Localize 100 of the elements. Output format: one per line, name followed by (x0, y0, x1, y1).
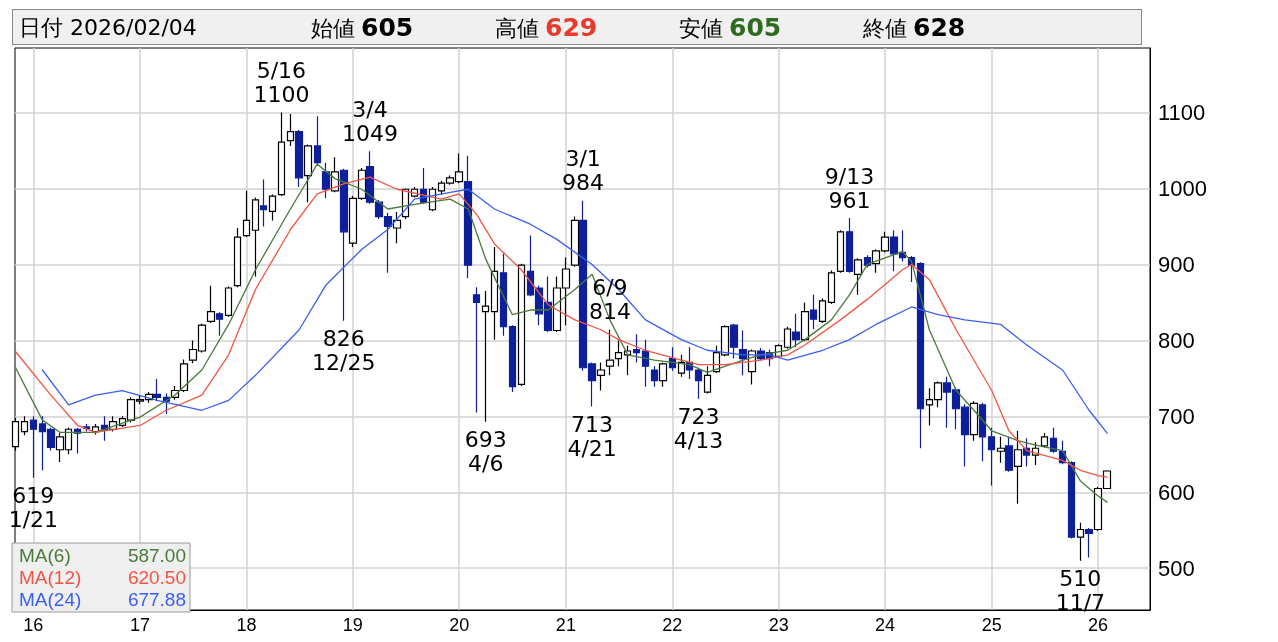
candlestick (978, 402, 987, 462)
candlestick (729, 323, 739, 360)
y-tick-label: 500 (1158, 555, 1195, 581)
candlestick (224, 285, 233, 318)
candlestick (294, 129, 304, 188)
y-tick-label: 600 (1158, 479, 1195, 505)
candlestick (677, 354, 686, 378)
candlestick (339, 168, 349, 322)
y-tick-label: 1000 (1158, 176, 1207, 201)
candlestick (508, 324, 517, 393)
candlestick (499, 253, 508, 337)
candlestick (969, 400, 979, 442)
annotation: 693 4/6 (464, 427, 507, 477)
x-tick-label: 22 (662, 615, 683, 635)
annotation: 587.00 (127, 545, 186, 566)
x-tick-label: 16 (23, 615, 44, 635)
candlestick (1004, 436, 1014, 473)
candlestick (738, 329, 748, 376)
text: 始値 605 (311, 13, 414, 44)
annotation: 677.88 (127, 589, 186, 610)
candlestick (472, 286, 481, 414)
candlestick (490, 246, 499, 341)
candlestick (242, 190, 251, 238)
x-tick-label: 18 (236, 615, 257, 635)
candlestick (259, 178, 268, 228)
candlestick (517, 263, 526, 387)
candlestick (1067, 460, 1076, 540)
annotation: 9/13 961 (824, 163, 875, 213)
candlestick (641, 339, 650, 388)
candlestick (809, 294, 818, 330)
x-tick-label: 21 (555, 615, 576, 635)
candlestick (605, 329, 615, 376)
text: MA(24) (19, 589, 82, 610)
y-tick-label: 900 (1158, 251, 1195, 277)
candlestick (694, 367, 703, 400)
candlestick (827, 269, 836, 305)
x-tick-label: 19 (342, 615, 363, 635)
text: 安値 605 (679, 13, 782, 44)
x-tick-label: 25 (981, 615, 1002, 635)
candlestick (392, 211, 402, 244)
annotation: 510 11/7 (1055, 566, 1106, 616)
candlestick (703, 365, 712, 395)
y-tick-label: 1100 (1158, 100, 1206, 126)
candlestick (570, 216, 580, 268)
candlestick (277, 111, 286, 197)
y-tick-label: 700 (1158, 403, 1195, 429)
text: 高値 629 (495, 13, 598, 44)
x-tick-label: 24 (875, 615, 896, 635)
x-tick-label: 23 (768, 615, 789, 635)
candlestick (650, 365, 659, 388)
candlestick (783, 326, 792, 350)
candlestick (179, 358, 189, 393)
candlestick (481, 290, 490, 423)
annotation: 620.50 (127, 567, 186, 588)
candlestick (845, 217, 854, 274)
candlestick (1040, 432, 1049, 449)
candlestick (1013, 430, 1023, 505)
candlestick (658, 361, 668, 388)
candlestick (1084, 527, 1094, 559)
annotation: 619 1/21 (8, 483, 59, 533)
candlestick (818, 298, 827, 324)
candlestick (1049, 427, 1058, 454)
annotation: 5/16 1100 (253, 58, 310, 108)
candlestick (268, 193, 277, 221)
candlestick (463, 155, 473, 279)
text: MA(6) (19, 545, 71, 566)
annotation: 713 4/21 (567, 411, 617, 461)
text: 終値 628 (863, 13, 966, 44)
annotation: 3/4 1049 (342, 96, 399, 146)
candlestick (916, 261, 925, 449)
candlestick (206, 285, 216, 324)
annotation: 826 12/25 (312, 326, 376, 376)
annotation: 3/1 984 (562, 146, 605, 196)
candlestick (614, 339, 623, 367)
annotation: 723 4/13 (673, 404, 724, 454)
candlestick (996, 436, 1006, 464)
candlestick (286, 113, 295, 147)
candlestick (215, 311, 224, 337)
candlestick (596, 361, 606, 392)
candlestick (889, 229, 899, 272)
candlestick (20, 415, 29, 436)
candlestick (152, 378, 162, 402)
candlestick (836, 229, 845, 274)
candlestick (233, 227, 242, 288)
candlestick (303, 143, 313, 203)
x-tick-label: 20 (449, 615, 470, 635)
candlestick (321, 162, 331, 199)
candlestick (987, 427, 996, 487)
candlestick (251, 197, 260, 278)
candlestick (1076, 522, 1085, 562)
candlestick (632, 333, 641, 364)
candlestick (791, 313, 801, 348)
candlestick (853, 257, 863, 296)
chart-title: 日付 2026/02/04 (19, 14, 197, 42)
candlestick (800, 301, 810, 342)
candlestick (29, 415, 38, 479)
y-tick-label: 800 (1158, 327, 1195, 353)
text: MA(12) (19, 567, 82, 588)
candlestick (313, 115, 322, 165)
x-tick-label: 26 (1088, 615, 1109, 635)
